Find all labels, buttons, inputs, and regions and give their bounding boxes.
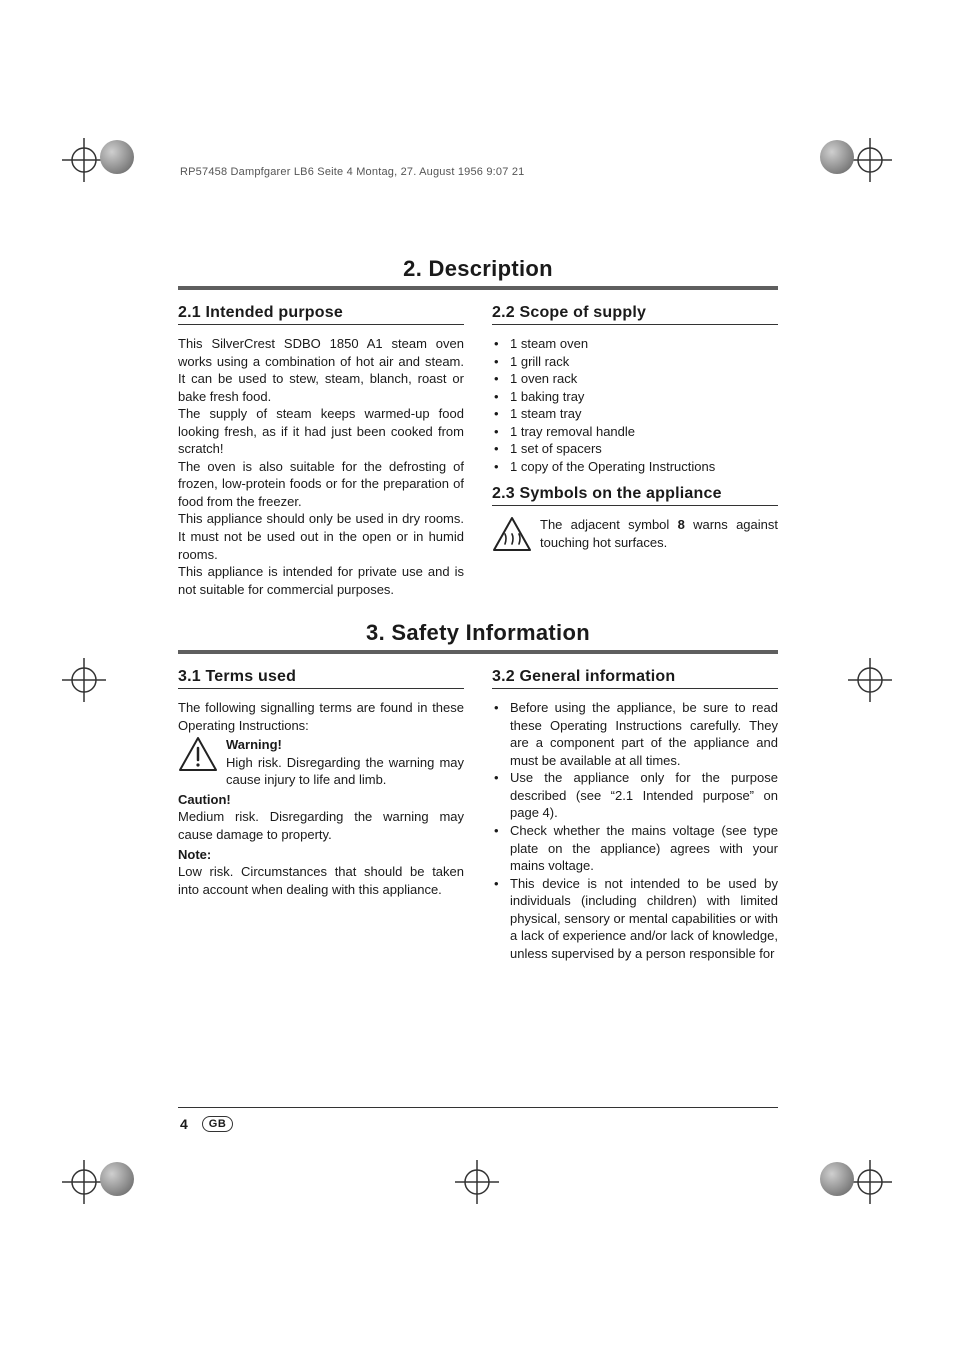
subheading: 3.2 General information (492, 668, 778, 686)
caution-desc: Medium risk. Disregarding the warning ma… (178, 808, 464, 843)
note-block: Note: Low risk. Circumstances that shoul… (178, 846, 464, 899)
sub-rule (492, 505, 778, 506)
warning-label: Warning! (226, 737, 282, 752)
sub-rule (492, 324, 778, 325)
body-paragraphs: This SilverCrest SDBO 1850 A1 steam oven… (178, 335, 464, 598)
scope-list: 1 steam oven 1 grill rack 1 oven rack 1 … (492, 335, 778, 475)
list-item: 1 grill rack (492, 353, 778, 371)
col-left: 2.1 Intended purpose This SilverCrest SD… (178, 304, 464, 598)
corner-sphere-icon (100, 1162, 134, 1196)
sub-rule (178, 688, 464, 689)
page-number: 4 (180, 1116, 188, 1132)
col-left: 3.1 Terms used The following signalling … (178, 668, 464, 962)
list-item: Before using the appliance, be sure to r… (492, 699, 778, 769)
list-item: This device is not intended to be used b… (492, 875, 778, 963)
paragraph: This SilverCrest SDBO 1850 A1 steam oven… (178, 335, 464, 405)
warning-icon (178, 736, 218, 777)
sub-rule (492, 688, 778, 689)
list-item: 1 oven rack (492, 370, 778, 388)
note-label: Note: (178, 847, 211, 862)
reg-mark-icon (848, 138, 892, 182)
list-item: 1 baking tray (492, 388, 778, 406)
general-info-list: Before using the appliance, be sure to r… (492, 699, 778, 962)
subheading: 2.2 Scope of supply (492, 304, 778, 322)
warning-desc: High risk. Disregarding the warning may … (226, 755, 464, 788)
caution-block: Caution! Medium risk. Disregarding the w… (178, 791, 464, 844)
list-item: 1 set of spacers (492, 440, 778, 458)
region-badge: GB (202, 1116, 234, 1132)
list-item: Check whether the mains voltage (see typ… (492, 822, 778, 875)
sub-rule (178, 324, 464, 325)
list-item: 1 steam oven (492, 335, 778, 353)
content-area: 2. Description 2.1 Intended purpose This… (178, 256, 778, 1132)
subheading: 2.3 Symbols on the appliance (492, 485, 778, 503)
section-title: 2. Description (178, 256, 778, 282)
symbol-text: The adjacent symbol 8 warns against touc… (540, 516, 778, 551)
section-title: 3. Safety Information (178, 620, 778, 646)
paragraph: The oven is also suitable for the defros… (178, 458, 464, 511)
list-item: Use the appliance only for the purpose d… (492, 769, 778, 822)
reg-mark-icon (848, 658, 892, 702)
text-b: 8 (678, 517, 685, 532)
list-item: 1 steam tray (492, 405, 778, 423)
warning-text: Warning! High risk. Disregarding the war… (226, 736, 464, 789)
hot-surface-icon (492, 516, 532, 557)
subheading: 2.1 Intended purpose (178, 304, 464, 322)
corner-sphere-icon (100, 140, 134, 174)
list-item: 1 copy of the Operating Instructions (492, 458, 778, 476)
corner-sphere-icon (820, 1162, 854, 1196)
paragraph: The following signalling terms are found… (178, 699, 464, 734)
list-item: 1 tray removal handle (492, 423, 778, 441)
section-rule (178, 286, 778, 290)
page-root: RP57458 Dampfgarer LB6 Seite 4 Montag, 2… (0, 0, 954, 1351)
section-safety: 3. Safety Information 3.1 Terms used The… (178, 620, 778, 962)
reg-mark-icon (455, 1160, 499, 1204)
page-footer: 4 GB (178, 1107, 778, 1132)
reg-mark-icon (848, 1160, 892, 1204)
note-desc: Low risk. Circumstances that should be t… (178, 863, 464, 898)
paragraph: This appliance should only be used in dr… (178, 510, 464, 563)
reg-mark-icon (62, 658, 106, 702)
section-description: 2. Description 2.1 Intended purpose This… (178, 256, 778, 598)
paragraph: The supply of steam keeps warmed-up food… (178, 405, 464, 458)
section-rule (178, 650, 778, 654)
col-right: 3.2 General information Before using the… (492, 668, 778, 962)
symbol-note: The adjacent symbol 8 warns against touc… (492, 516, 778, 557)
text-a: The adjacent symbol (540, 517, 678, 532)
paragraph: This appliance is intended for private u… (178, 563, 464, 598)
col-right: 2.2 Scope of supply 1 steam oven 1 grill… (492, 304, 778, 598)
print-header-strip: RP57458 Dampfgarer LB6 Seite 4 Montag, 2… (180, 166, 524, 178)
warning-block: Warning! High risk. Disregarding the war… (178, 736, 464, 789)
subheading: 3.1 Terms used (178, 668, 464, 686)
corner-sphere-icon (820, 140, 854, 174)
caution-label: Caution! (178, 792, 231, 807)
